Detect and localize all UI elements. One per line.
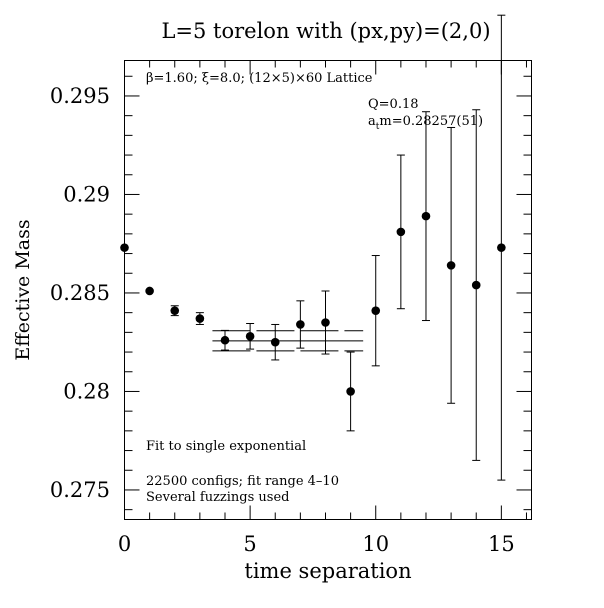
- fit-band: [212, 330, 364, 352]
- data-point: [371, 306, 381, 315]
- plot-frame: [124, 60, 532, 520]
- data-point: [396, 227, 406, 237]
- data-point: [145, 286, 154, 296]
- data-point: [346, 387, 355, 396]
- data-point: [220, 335, 230, 345]
- x-tick-label: 15: [488, 532, 515, 556]
- fuzz-annotation: Several fuzzings used: [146, 490, 290, 505]
- x-tick-labels: 0 5 10 15: [118, 532, 515, 556]
- y-tick-label: 0.29: [63, 182, 110, 206]
- configs-annotation: 22500 configs; fit range 4–10: [146, 474, 339, 489]
- data-point: [321, 318, 330, 327]
- data-point: [270, 337, 280, 347]
- y-tick-label: 0.28: [63, 379, 110, 403]
- chart-title: L=5 torelon with (px,py)=(2,0): [161, 19, 490, 43]
- data-point: [296, 320, 305, 329]
- mass-annotation: atm=0.28257(51): [368, 114, 483, 132]
- mass-subscript: t: [376, 122, 380, 132]
- y-tick-labels: 0.275 0.28 0.285 0.29 0.295: [50, 84, 110, 502]
- y-tick-label: 0.285: [50, 281, 110, 305]
- x-tick-label: 10: [362, 532, 389, 556]
- data-points: [120, 14, 506, 481]
- axis-ticks: [124, 60, 532, 520]
- mass-value: m=0.28257(51): [379, 114, 483, 129]
- data-point: [195, 314, 205, 323]
- x-tick-label: 5: [243, 532, 256, 556]
- fit-annotation: Fit to single exponential: [146, 439, 306, 454]
- lattice-annotation: β=1.60; ξ=8.0; (12×5)×60 Lattice: [146, 71, 373, 86]
- data-point: [421, 211, 431, 221]
- y-tick-label: 0.275: [50, 478, 110, 502]
- mass-prefix: a: [368, 114, 376, 129]
- data-point: [120, 243, 129, 252]
- q-annotation: Q=0.18: [368, 97, 419, 112]
- y-tick-label: 0.295: [50, 84, 110, 108]
- data-point: [446, 261, 456, 270]
- data-point: [471, 280, 481, 290]
- data-point: [245, 331, 255, 341]
- x-axis-label: time separation: [244, 559, 411, 583]
- y-axis-label: Effective Mass: [12, 219, 34, 360]
- data-point: [497, 243, 506, 252]
- data-point: [170, 306, 180, 315]
- x-tick-label: 0: [118, 532, 131, 556]
